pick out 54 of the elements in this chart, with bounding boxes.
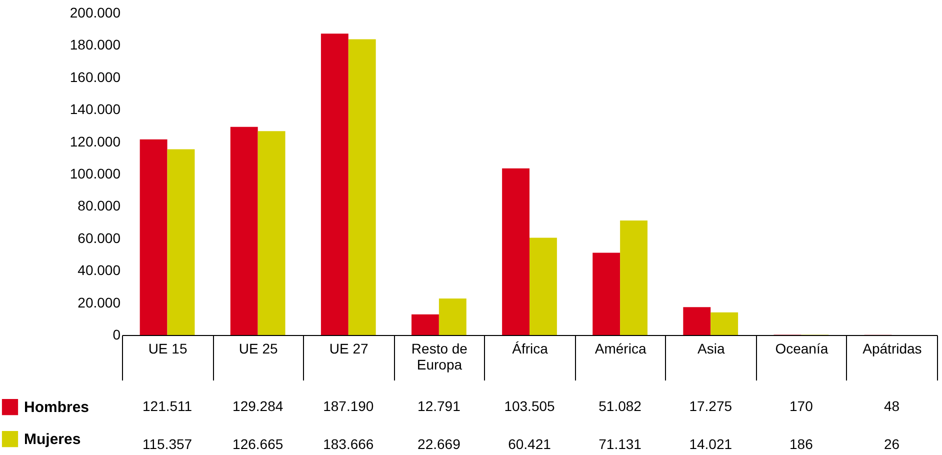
bar — [320, 34, 348, 335]
y-tick-label: 140.000 — [70, 101, 121, 118]
x-tick-label: Resto de Europa — [411, 340, 468, 372]
data-label: 170 — [789, 398, 814, 414]
data-label: 103.505 — [504, 398, 556, 414]
data-label: 12.791 — [418, 398, 461, 414]
y-tick-label: 180.000 — [70, 36, 121, 53]
y-tick-label: 20.000 — [78, 294, 121, 310]
bar — [683, 307, 711, 335]
legend-label: Hombres — [24, 399, 90, 416]
x-tick-label: UE 25 — [238, 340, 278, 356]
y-tick-label: 0 — [112, 326, 121, 342]
x-tick-label: África — [512, 340, 548, 356]
bar — [230, 126, 258, 335]
bar — [167, 149, 195, 335]
data-label: 71.131 — [598, 436, 642, 452]
x-tick-label: Asia — [697, 340, 725, 356]
data-label: 121.511 — [142, 398, 192, 414]
data-label: 115.357 — [142, 436, 192, 452]
data-label: 17.275 — [689, 398, 732, 414]
bar — [140, 139, 168, 335]
y-tick-label: 40.000 — [78, 262, 121, 278]
x-tick-label: América — [594, 340, 646, 356]
data-label: 48 — [884, 398, 900, 414]
bar — [710, 312, 738, 335]
bar — [592, 252, 620, 335]
y-tick-label: 60.000 — [78, 230, 121, 246]
data-label: 183.666 — [323, 436, 374, 452]
x-tick-label: Oceanía — [775, 340, 828, 356]
bar — [502, 168, 530, 335]
data-label: 14.021 — [689, 436, 732, 452]
data-label: 51.082 — [598, 398, 642, 414]
bar — [530, 238, 557, 335]
y-tick-label: 120.000 — [70, 133, 121, 150]
data-label: 187.190 — [323, 398, 374, 414]
bar — [412, 314, 439, 335]
bar — [348, 39, 376, 335]
bar — [438, 298, 466, 335]
data-label: 22.669 — [418, 436, 461, 452]
bar — [620, 220, 648, 335]
x-tick-label: UE 27 — [329, 340, 369, 356]
y-tick-label: 200.000 — [70, 4, 121, 20]
x-tick-label: Apátridas — [862, 340, 922, 356]
data-label: 60.421 — [508, 436, 552, 452]
data-label: 129.284 — [232, 398, 284, 414]
y-tick-label: 160.000 — [70, 68, 121, 85]
y-tick-label: 100.000 — [70, 166, 121, 182]
legend-label: Mujeres — [24, 431, 81, 448]
y-tick-label: 80.000 — [78, 198, 121, 214]
data-label: 126.665 — [232, 436, 284, 452]
bar — [258, 131, 286, 335]
data-label: 26 — [884, 436, 900, 452]
x-tick-label: UE 15 — [148, 340, 188, 356]
data-label: 186 — [789, 436, 814, 452]
